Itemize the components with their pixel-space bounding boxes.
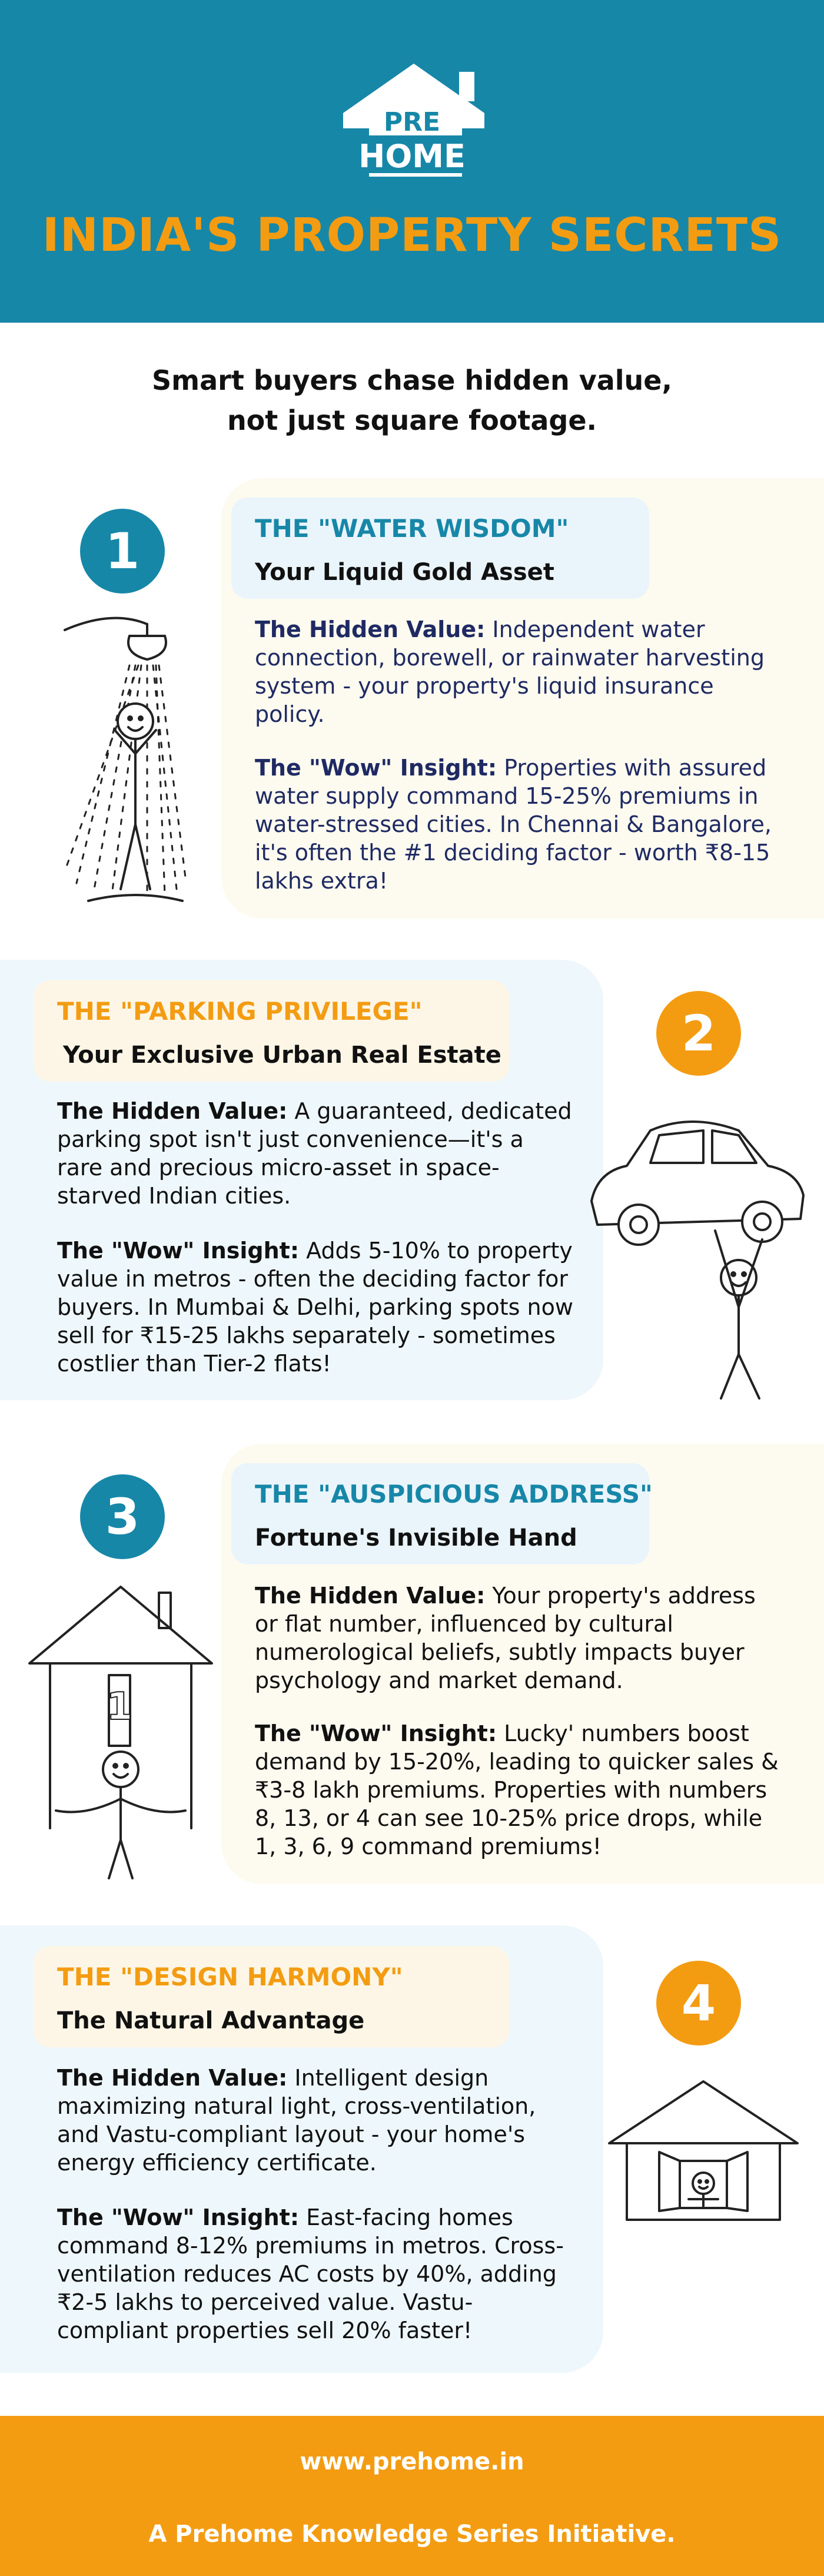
house-address-figure-icon: 1 (28, 1586, 213, 1879)
secret-2-number-badge: 2 (656, 991, 741, 1076)
footer-website-link[interactable]: www.prehome.in (300, 2448, 524, 2475)
secret-1-number-badge: 1 (80, 509, 165, 594)
logo-text-top: PRE (384, 107, 440, 137)
secret-2-title: THE "PARKING PRIVILEGE" (57, 997, 423, 1026)
svg-text:1: 1 (107, 1685, 133, 1729)
house-window-figure-icon (608, 2080, 799, 2221)
secret-1-wow-insight: The "Wow" Insight: Properties with assur… (255, 755, 772, 894)
tagline: Smart buyers chase hidden value, not jus… (88, 360, 736, 440)
secret-3-subtitle: Fortune's Invisible Hand (255, 1524, 577, 1551)
footer: www.prehome.in A Prehome Knowledge Serie… (0, 2416, 824, 2576)
page-title: INDIA'S PROPERTY SECRETS (42, 209, 782, 262)
secret-4-wow-insight: The "Wow" Insight: East-facing homes com… (57, 2204, 564, 2343)
car-lift-figure-icon (590, 1120, 805, 1400)
footer-initiative-text: A Prehome Knowledge Series Initiative. (148, 2521, 676, 2548)
tagline-line-1: Smart buyers chase hidden value, (152, 364, 672, 396)
secret-1-hidden-value: The Hidden Value: Independent water conn… (255, 616, 765, 727)
secret-1-title: THE "WATER WISDOM" (255, 514, 569, 543)
logo-text-bottom: HOME (358, 138, 466, 175)
secret-2-subtitle: Your Exclusive Urban Real Estate (63, 1042, 501, 1069)
secret-3-header-pill: THE "AUSPICIOUS ADDRESS" Fortune's Invis… (231, 1463, 653, 1564)
secret-1-subtitle: Your Liquid Gold Asset (255, 559, 554, 586)
secret-4-title: THE "DESIGN HARMONY" (57, 1962, 403, 1991)
secret-4-hidden-value: The Hidden Value: Intelligent design max… (57, 2065, 536, 2176)
secret-2-hidden-value: The Hidden Value: A guaranteed, dedicate… (57, 1098, 572, 1209)
prehome-logo: PRE HOME (343, 64, 484, 177)
secret-2-wow-insight: The "Wow" Insight: Adds 5-10% to propert… (57, 1238, 573, 1377)
secret-3-wow-insight: The "Wow" Insight: Lucky' numbers boost … (255, 1720, 779, 1859)
secret-3-hidden-value: The Hidden Value: Your property's addres… (255, 1583, 756, 1693)
secret-4-number-badge: 4 (656, 1961, 741, 2045)
shower-figure-icon (64, 616, 187, 902)
header-banner: PRE HOME INDIA'S PROPERTY SECRETS (0, 0, 824, 323)
secret-2-header-pill: THE "PARKING PRIVILEGE" Your Exclusive U… (34, 980, 509, 1082)
secret-3-number-badge: 3 (80, 1474, 165, 1559)
secret-3-title: THE "AUSPICIOUS ADDRESS" (255, 1480, 653, 1509)
secret-1-header-pill: THE "WATER WISDOM" Your Liquid Gold Asse… (231, 498, 649, 599)
secret-4-subtitle: The Natural Advantage (57, 2007, 365, 2034)
tagline-line-2: not just square footage. (227, 405, 597, 436)
secret-4-header-pill: THE "DESIGN HARMONY" The Natural Advanta… (34, 1946, 509, 2047)
